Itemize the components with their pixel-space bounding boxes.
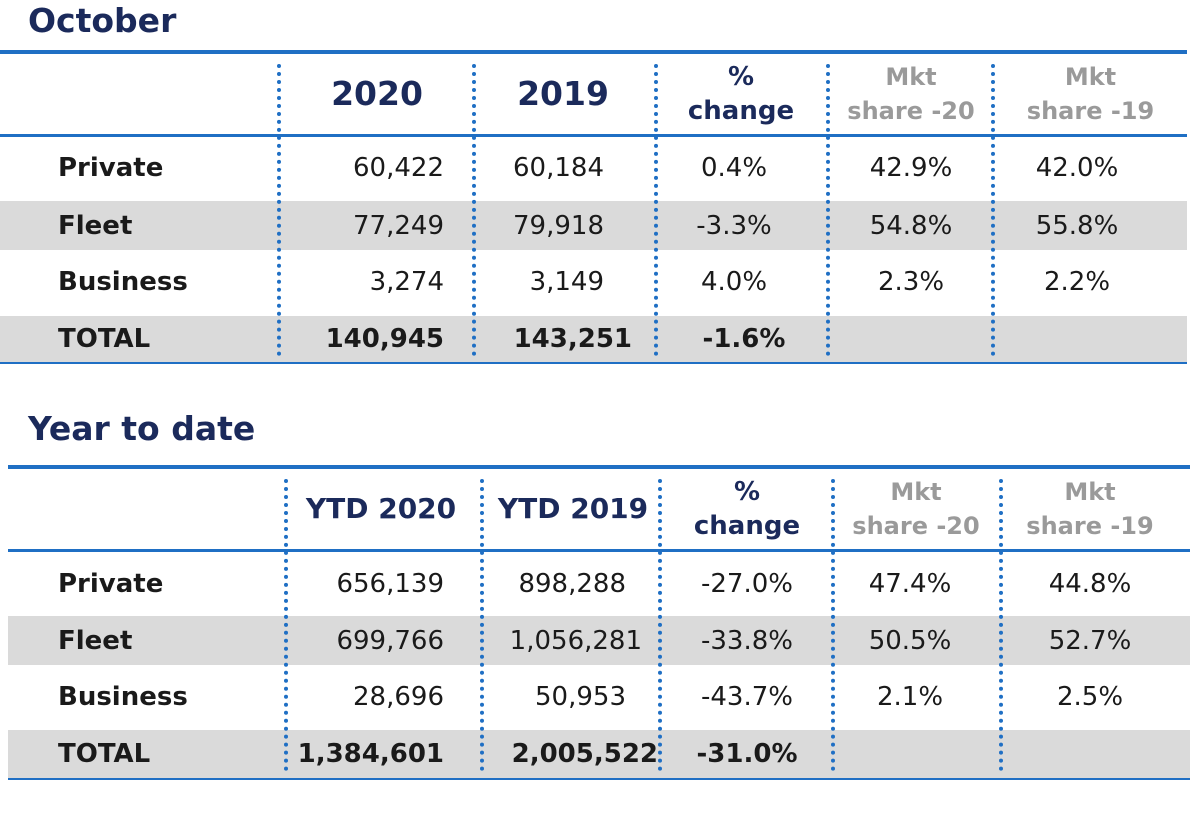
value-share-19: 52.7% (1048, 625, 1132, 656)
value-ytd-2019: 898,288 (518, 569, 626, 599)
value-share-19 (1002, 730, 1178, 778)
ytd-bottom-rule (8, 778, 1190, 780)
column-separator (480, 479, 484, 771)
column-separator (284, 479, 288, 771)
table-row: Business 28,696 50,953 -43.7% 2.1% 2.5% (8, 672, 1190, 722)
table-row: Fleet 77,249 79,918 -3.3% 54.8% 55.8% (0, 201, 1187, 250)
value-2019: 3,149 (529, 267, 604, 297)
column-separator (277, 64, 281, 356)
october-table: 2020 2019 % change Mkt share -20 Mkt sha… (0, 50, 1187, 366)
value-2020: 77,249 (353, 210, 444, 241)
october-top-rule (0, 50, 1187, 54)
value-change: 0.4% (700, 153, 768, 183)
value-share-20: 42.9% (869, 153, 953, 183)
row-label: Private (58, 153, 164, 183)
table-row-total: TOTAL 1,384,601 2,005,522 -31.0% (8, 730, 1190, 778)
value-2019: 79,918 (513, 210, 604, 241)
table-row: Private 60,422 60,184 0.4% 42.9% 42.0% (0, 143, 1187, 193)
column-separator (472, 64, 476, 356)
ytd-header-rule (8, 549, 1190, 552)
value-share-20 (830, 730, 990, 778)
column-separator (999, 479, 1003, 771)
value-ytd-2019: 50,953 (535, 682, 626, 712)
value-ytd-2020: 28,696 (353, 682, 444, 712)
ytd-title: Year to date (28, 409, 256, 448)
value-change: -43.7% (701, 682, 793, 712)
ytd-table: YTD 2020 YTD 2019 % change Mkt share -20… (8, 465, 1190, 783)
value-share-19: 42.0% (1035, 153, 1119, 183)
value-2020: 3,274 (369, 267, 444, 297)
value-2019: 143,251 (513, 324, 632, 354)
row-label: TOTAL (58, 324, 151, 354)
october-header-pct-change: % change (687, 62, 795, 126)
ytd-header-pct-change: % change (693, 477, 801, 541)
table-row: Fleet 699,766 1,056,281 -33.8% 50.5% 52.… (8, 616, 1190, 665)
table-row-total: TOTAL 140,945 143,251 -1.6% (0, 316, 1187, 362)
october-title: October (28, 1, 177, 40)
value-share-20: 2.1% (876, 682, 944, 712)
ytd-header-mkt-share-20: Mkt share -20 (852, 478, 980, 540)
table-row: Business 3,274 3,149 4.0% 2.3% 2.2% (0, 257, 1187, 307)
value-change: -31.0% (696, 739, 798, 769)
october-header-rule (0, 134, 1187, 137)
value-ytd-2019: 2,005,522 (511, 739, 658, 769)
value-ytd-2020: 699,766 (336, 625, 444, 656)
value-share-19: 55.8% (1035, 210, 1119, 241)
row-label: Fleet (58, 210, 133, 241)
row-label: Private (58, 569, 164, 599)
value-2019: 60,184 (513, 153, 604, 183)
column-separator (831, 479, 835, 771)
october-header-2019: 2019 (517, 74, 609, 113)
column-separator (654, 64, 658, 356)
value-share-19: 2.5% (1056, 682, 1124, 712)
value-share-19 (994, 316, 1160, 362)
table-row: Private 656,139 898,288 -27.0% 47.4% 44.… (8, 559, 1190, 609)
value-share-20 (828, 316, 994, 362)
october-header-mkt-share-20: Mkt share -20 (847, 63, 975, 125)
value-change: -1.6% (702, 324, 786, 354)
value-change: -33.8% (701, 625, 793, 656)
value-share-20: 2.3% (877, 267, 945, 297)
value-change: -3.3% (696, 210, 772, 241)
row-label: Business (58, 682, 188, 712)
value-share-20: 54.8% (869, 210, 953, 241)
ytd-header-2020: YTD 2020 (305, 492, 457, 525)
value-ytd-2020: 656,139 (336, 569, 444, 599)
value-share-20: 50.5% (868, 625, 952, 656)
value-share-20: 47.4% (868, 569, 952, 599)
ytd-top-rule (8, 465, 1190, 469)
ytd-header-mkt-share-19: Mkt share -19 (1026, 478, 1154, 540)
column-separator (658, 479, 662, 771)
row-label: Business (58, 267, 188, 297)
october-header-2020: 2020 (331, 74, 423, 113)
value-2020: 60,422 (353, 153, 444, 183)
value-share-19: 2.2% (1043, 267, 1111, 297)
row-label: Fleet (58, 625, 133, 656)
column-separator (826, 64, 830, 356)
value-2020: 140,945 (325, 324, 444, 354)
ytd-header-2019: YTD 2019 (497, 492, 649, 525)
value-change: -27.0% (701, 569, 793, 599)
value-change: 4.0% (700, 267, 768, 297)
value-share-19: 44.8% (1048, 569, 1132, 599)
value-ytd-2019: 1,056,281 (509, 625, 642, 656)
october-bottom-rule (0, 362, 1187, 364)
october-header-mkt-share-19: Mkt share -19 (1026, 63, 1155, 125)
row-label: TOTAL (58, 739, 151, 769)
value-ytd-2020: 1,384,601 (297, 739, 444, 769)
column-separator (991, 64, 995, 356)
